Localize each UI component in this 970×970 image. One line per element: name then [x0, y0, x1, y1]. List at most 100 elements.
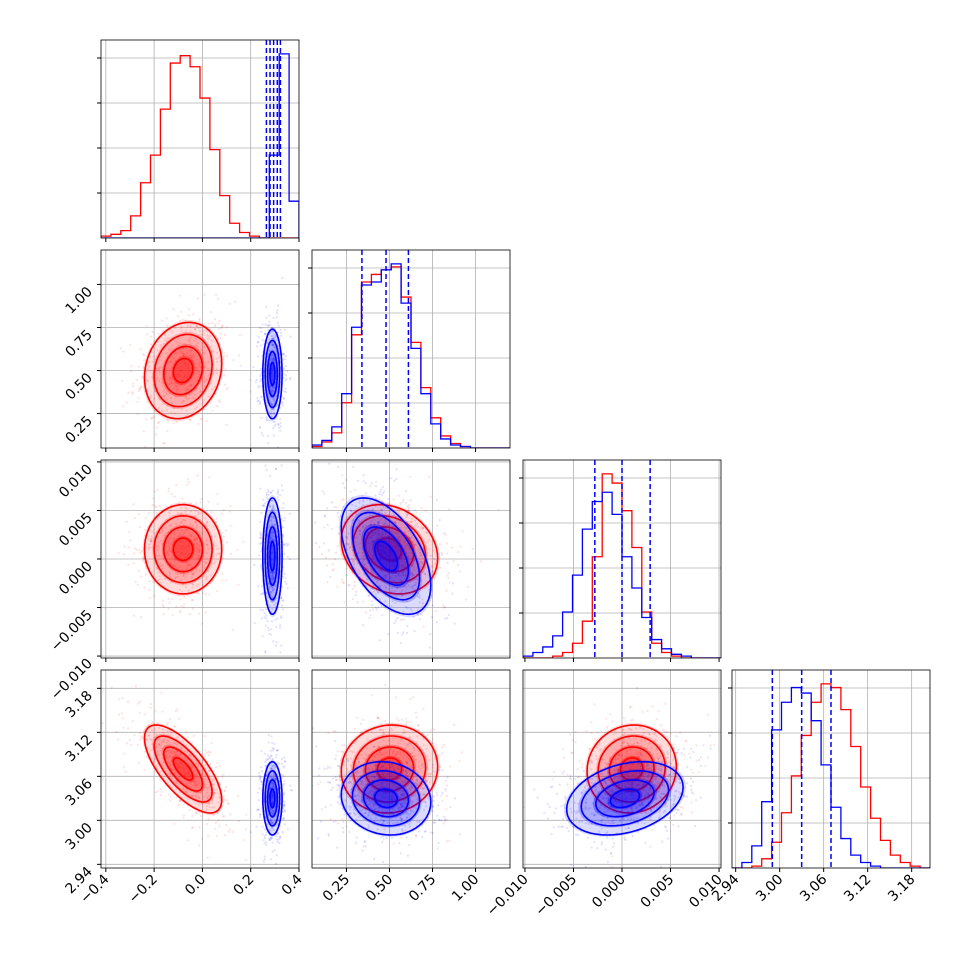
- sample-point: [221, 513, 223, 515]
- sample-point: [207, 818, 209, 820]
- sample-point: [122, 350, 124, 352]
- sample-point: [448, 508, 450, 510]
- sample-point: [284, 573, 286, 575]
- sample-point: [279, 430, 281, 432]
- sample-point: [264, 333, 266, 335]
- sample-point: [395, 478, 397, 480]
- sample-point: [260, 776, 262, 778]
- sample-point: [340, 759, 342, 761]
- panel-1-0: [85, 250, 300, 504]
- sample-point: [385, 837, 387, 839]
- sample-point: [428, 776, 430, 778]
- sample-point: [204, 749, 206, 751]
- sample-point: [439, 519, 441, 521]
- sample-point: [197, 474, 199, 476]
- sample-point: [354, 728, 356, 730]
- sample-point: [444, 820, 446, 822]
- sample-point: [283, 780, 285, 782]
- sample-point: [137, 413, 139, 415]
- sample-point: [365, 845, 367, 847]
- sample-point: [225, 388, 227, 390]
- sample-point: [441, 792, 443, 794]
- sample-point: [168, 794, 170, 796]
- sample-point: [263, 616, 265, 618]
- sample-point: [329, 767, 331, 769]
- sample-point: [277, 309, 279, 311]
- sample-point: [198, 318, 200, 320]
- sample-point: [260, 512, 262, 514]
- sample-point: [173, 823, 175, 825]
- sample-point: [284, 760, 286, 762]
- sample-point: [258, 385, 260, 387]
- sample-point: [283, 553, 285, 555]
- sample-point: [381, 494, 383, 496]
- sample-point: [257, 792, 259, 794]
- sample-point: [126, 401, 128, 403]
- sample-point: [122, 717, 124, 719]
- sample-point: [459, 570, 461, 572]
- sample-point: [327, 833, 329, 835]
- sample-point: [325, 557, 327, 559]
- sample-point: [330, 789, 332, 791]
- sample-point: [144, 713, 146, 715]
- sample-point: [206, 823, 208, 825]
- sample-point: [380, 488, 382, 490]
- sample-point: [342, 482, 344, 484]
- sample-point: [229, 303, 231, 305]
- sample-point: [341, 744, 343, 746]
- sample-point: [264, 502, 266, 504]
- sample-point: [317, 783, 319, 785]
- sample-point: [260, 750, 262, 752]
- sample-point: [229, 511, 231, 513]
- sample-point: [260, 593, 262, 595]
- sample-point: [138, 397, 140, 399]
- sample-point: [405, 511, 407, 513]
- sample-point: [451, 592, 453, 594]
- sample-point: [181, 497, 183, 499]
- sample-point: [446, 617, 448, 619]
- sample-point: [157, 422, 159, 424]
- sample-point: [230, 525, 232, 527]
- sample-point: [342, 821, 344, 823]
- sample-point: [407, 754, 409, 756]
- sample-point: [259, 327, 261, 329]
- sample-point: [157, 489, 159, 491]
- sample-point: [433, 558, 435, 560]
- sample-point: [283, 368, 285, 370]
- sample-point: [326, 507, 328, 509]
- sample-point: [188, 481, 190, 483]
- sample-point: [259, 537, 261, 539]
- sample-point: [135, 581, 137, 583]
- sample-point: [134, 547, 136, 549]
- sample-point: [273, 748, 275, 750]
- sample-point: [138, 549, 140, 551]
- sample-point: [262, 592, 264, 594]
- sample-point: [336, 586, 338, 588]
- sample-point: [261, 585, 263, 587]
- sample-point: [350, 491, 352, 493]
- sample-point: [245, 814, 247, 816]
- sample-point: [189, 809, 191, 811]
- sample-point: [276, 316, 278, 318]
- sample-point: [233, 359, 235, 361]
- sample-point: [266, 418, 268, 420]
- sample-point: [214, 323, 216, 325]
- sample-point: [226, 424, 228, 426]
- sample-point: [204, 294, 206, 296]
- sample-point: [145, 574, 147, 576]
- sample-point: [300, 792, 302, 794]
- sample-point: [208, 476, 210, 478]
- sample-point: [395, 468, 397, 470]
- sample-point: [268, 756, 270, 758]
- sample-point: [160, 794, 162, 796]
- sample-point: [346, 568, 348, 570]
- sample-point: [130, 744, 132, 746]
- sample-point: [267, 419, 269, 421]
- sample-point: [272, 640, 274, 642]
- sample-point: [128, 531, 130, 533]
- sample-point: [498, 509, 500, 511]
- sample-point: [198, 844, 200, 846]
- sample-point: [408, 844, 410, 846]
- sample-point: [143, 769, 145, 771]
- sample-point: [432, 742, 434, 744]
